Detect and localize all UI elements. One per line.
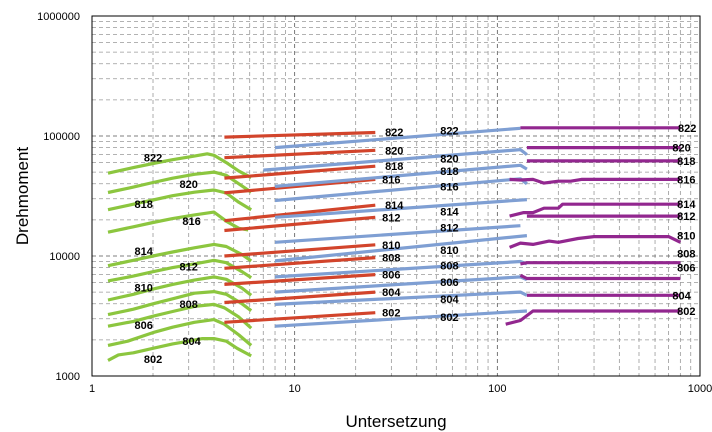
series-label-green-818: 818 bbox=[135, 199, 153, 211]
series-label-green-814: 814 bbox=[135, 246, 154, 258]
series-line-blue-812 bbox=[274, 224, 521, 244]
series-label-green-804: 804 bbox=[182, 336, 201, 348]
x-tick-label: 1000 bbox=[688, 383, 712, 395]
series-line-blue-810 bbox=[274, 234, 528, 263]
series-line-purple-810 bbox=[509, 235, 682, 249]
series-label-purple-816: 816 bbox=[677, 174, 695, 186]
series-line-green-814 bbox=[107, 242, 253, 268]
series-line-red-802 bbox=[224, 311, 376, 324]
series-line-red-804 bbox=[224, 290, 376, 305]
series-label-blue-814: 814 bbox=[440, 206, 459, 218]
series-label-blue-802: 802 bbox=[440, 312, 458, 324]
series-label-green-816: 816 bbox=[182, 216, 200, 228]
series-label-blue-812: 812 bbox=[440, 223, 458, 235]
series-line-green-802 bbox=[107, 337, 252, 362]
series-label-blue-806: 806 bbox=[440, 277, 458, 289]
series-label-green-822: 822 bbox=[144, 153, 162, 165]
series-label-red-804: 804 bbox=[382, 287, 401, 299]
series-label-red-808: 808 bbox=[382, 253, 400, 265]
series-label-red-822: 822 bbox=[385, 127, 403, 139]
series-line-red-814 bbox=[224, 203, 376, 223]
series-label-blue-816: 816 bbox=[440, 181, 458, 193]
series-label-red-818: 818 bbox=[385, 161, 403, 173]
series-label-red-816: 816 bbox=[382, 174, 400, 186]
series-line-blue-822 bbox=[274, 126, 521, 150]
series-line-purple-808 bbox=[520, 261, 681, 266]
series-line-red-820 bbox=[224, 148, 376, 160]
series-labels: 8228208188168148128108088068048028228208… bbox=[135, 123, 697, 366]
series-label-purple-814: 814 bbox=[677, 199, 696, 211]
y-tick-label: 1000000 bbox=[37, 11, 80, 23]
series-label-red-802: 802 bbox=[382, 308, 400, 320]
series-label-red-812: 812 bbox=[382, 212, 400, 224]
series-label-green-808: 808 bbox=[180, 299, 198, 311]
series-label-purple-812: 812 bbox=[677, 211, 695, 223]
axis-ticks: 1 10 100 1000 1000 10000 100000 1000000 bbox=[37, 11, 712, 395]
series-label-purple-810: 810 bbox=[677, 231, 695, 243]
y-axis-label: Drehmoment bbox=[13, 147, 32, 246]
y-tick-label: 100000 bbox=[43, 131, 80, 143]
series-label-purple-802: 802 bbox=[677, 306, 695, 318]
series-label-green-810: 810 bbox=[135, 283, 153, 295]
series-label-blue-804: 804 bbox=[440, 294, 459, 306]
series-lines bbox=[107, 126, 682, 362]
gridlines bbox=[92, 16, 700, 376]
series-label-purple-806: 806 bbox=[677, 263, 695, 275]
series-line-purple-816 bbox=[509, 177, 681, 185]
series-line-blue-814 bbox=[274, 198, 528, 219]
series-label-blue-810: 810 bbox=[440, 245, 458, 257]
series-label-purple-808: 808 bbox=[677, 248, 695, 260]
x-tick-label: 10 bbox=[289, 383, 301, 395]
series-line-blue-820 bbox=[263, 148, 528, 172]
x-axis-label: Untersetzung bbox=[345, 412, 446, 431]
series-label-blue-818: 818 bbox=[440, 166, 458, 178]
series-label-red-810: 810 bbox=[382, 240, 400, 252]
series-line-red-816 bbox=[224, 177, 376, 195]
series-line-red-810 bbox=[224, 243, 376, 258]
series-label-red-806: 806 bbox=[382, 270, 400, 282]
series-line-purple-814 bbox=[509, 202, 681, 218]
series-label-purple-818: 818 bbox=[677, 156, 695, 168]
series-line-red-812 bbox=[224, 215, 376, 233]
series-label-purple-820: 820 bbox=[672, 143, 690, 155]
series-line-blue-818 bbox=[274, 163, 528, 188]
series-line-purple-806 bbox=[519, 273, 681, 281]
y-tick-label: 10000 bbox=[49, 251, 80, 263]
x-tick-label: 100 bbox=[488, 383, 506, 395]
series-line-green-804 bbox=[107, 318, 253, 347]
series-line-green-806 bbox=[107, 302, 253, 330]
x-tick-label: 1 bbox=[89, 383, 95, 395]
series-line-green-820 bbox=[107, 170, 253, 195]
series-line-blue-802 bbox=[274, 309, 527, 328]
series-line-blue-804 bbox=[274, 290, 528, 306]
series-line-green-816 bbox=[107, 210, 249, 234]
series-line-green-818 bbox=[107, 188, 253, 212]
y-tick-label: 1000 bbox=[56, 371, 80, 383]
series-label-green-802: 802 bbox=[144, 354, 162, 366]
series-line-red-822 bbox=[224, 130, 376, 139]
series-line-green-822 bbox=[107, 152, 252, 180]
series-label-green-812: 812 bbox=[180, 261, 198, 273]
series-line-purple-802 bbox=[505, 309, 681, 326]
series-label-purple-804: 804 bbox=[672, 290, 691, 302]
series-label-blue-820: 820 bbox=[440, 153, 458, 165]
series-line-red-806 bbox=[224, 273, 376, 286]
series-line-red-818 bbox=[224, 164, 376, 180]
series-label-purple-822: 822 bbox=[678, 123, 696, 135]
series-label-blue-822: 822 bbox=[440, 126, 458, 138]
series-label-blue-808: 808 bbox=[440, 261, 458, 273]
series-label-red-820: 820 bbox=[385, 145, 403, 157]
series-label-red-814: 814 bbox=[385, 200, 404, 212]
series-label-green-820: 820 bbox=[180, 179, 198, 191]
plot-area-frame bbox=[91, 15, 701, 377]
series-label-green-806: 806 bbox=[135, 320, 153, 332]
series-line-red-808 bbox=[224, 256, 376, 270]
